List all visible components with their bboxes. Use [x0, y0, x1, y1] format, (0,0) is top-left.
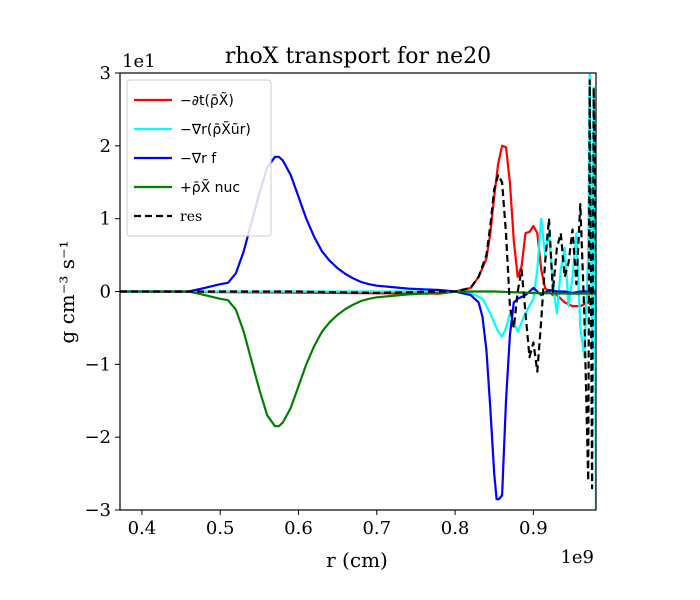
legend: −∂t(ρ̄X̃) −∇r(ρ̄X̃ũr) −∇r f +ρ̄X̃ nuc res — [126, 79, 272, 237]
y-tick-label: 3 — [100, 63, 111, 84]
x-tick-label: 0.5 — [206, 518, 235, 539]
x-axis-ticks: 0.4 0.5 0.6 0.7 0.8 0.9 — [128, 510, 548, 539]
legend-box — [126, 79, 272, 237]
y-tick-label: −3 — [84, 500, 111, 521]
x-axis-label: r (cm) — [326, 548, 388, 572]
series-line-res — [120, 79, 596, 490]
series-line-nuc — [120, 290, 596, 428]
x-tick-label: 0.6 — [284, 518, 313, 539]
chart-title: rhoX transport for ne20 — [225, 44, 491, 69]
legend-label: −∇r(ρ̄X̃ũr) — [180, 121, 251, 138]
legend-label: res — [180, 209, 202, 225]
x-tick-label: 0.7 — [362, 518, 391, 539]
y-tick-label: −1 — [84, 354, 111, 375]
y-tick-label: 2 — [100, 136, 111, 157]
x-tick-label: 0.8 — [441, 518, 470, 539]
series-line-flux — [120, 73, 596, 510]
y-tick-label: 0 — [100, 282, 111, 303]
x-offset-label: 1e9 — [560, 547, 594, 568]
y-tick-label: 1 — [100, 209, 111, 230]
legend-label: +ρ̄X̃ nuc — [180, 179, 240, 196]
legend-label: −∂t(ρ̄X̃) — [180, 92, 234, 109]
legend-label: −∇r f — [180, 151, 217, 167]
y-axis-ticks: −3 −2 −1 0 1 2 3 — [84, 63, 120, 521]
x-tick-label: 0.9 — [519, 518, 548, 539]
y-axis-label: g cm⁻³ s⁻¹ — [55, 240, 79, 343]
x-tick-label: 0.4 — [128, 518, 157, 539]
plot-frame — [119, 72, 597, 511]
y-offset-label: 1e1 — [122, 51, 156, 72]
y-tick-label: −2 — [84, 427, 111, 448]
series-line-dt — [120, 144, 596, 308]
